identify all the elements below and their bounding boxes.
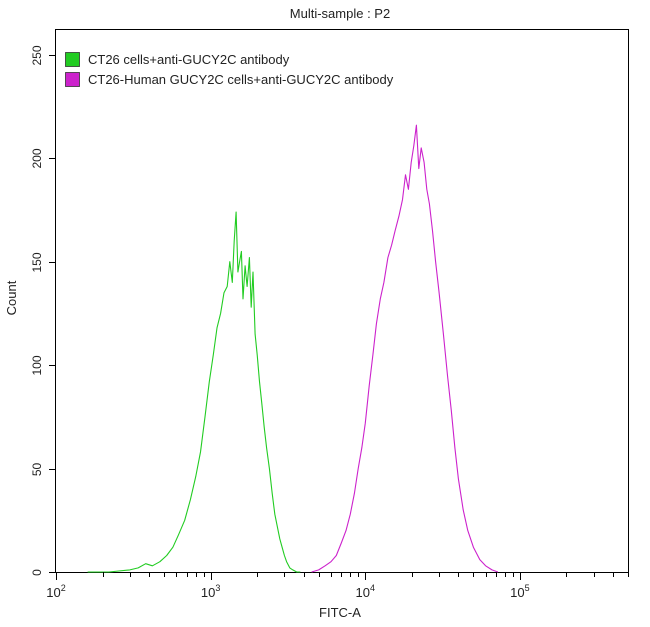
x-tick-exponent: 2 bbox=[61, 583, 66, 593]
y-axis-label: Count bbox=[4, 280, 19, 315]
x-tick-label: 103 bbox=[201, 583, 220, 600]
x-tick-label: 105 bbox=[510, 583, 529, 600]
x-tick-exponent: 4 bbox=[370, 583, 375, 593]
legend-label: CT26 cells+anti-GUCY2C antibody bbox=[88, 52, 290, 67]
y-tick-label: 250 bbox=[30, 45, 44, 65]
y-tick-label: 50 bbox=[30, 463, 44, 477]
legend: CT26 cells+anti-GUCY2C antibody CT26-Huma… bbox=[65, 52, 394, 87]
x-tick-exponent: 5 bbox=[525, 583, 530, 593]
legend-label: CT26-Human GUCY2C cells+anti-GUCY2C anti… bbox=[88, 72, 394, 87]
legend-swatch bbox=[65, 52, 80, 67]
x-tick-label: 102 bbox=[46, 583, 65, 600]
x-axis-label: FITC-A bbox=[319, 605, 361, 620]
histogram-curves bbox=[87, 124, 499, 573]
y-tick-label: 100 bbox=[30, 355, 44, 375]
x-tick-exponent: 3 bbox=[215, 583, 220, 593]
y-tick-label: 0 bbox=[30, 569, 44, 576]
series-line-2 bbox=[311, 124, 499, 573]
series-line-1 bbox=[87, 211, 301, 573]
legend-swatch bbox=[65, 72, 80, 87]
plot-frame bbox=[55, 29, 629, 573]
axes: 0 50 100 150 200 250 102 103 104 105 bbox=[30, 45, 629, 600]
x-tick-label: 104 bbox=[356, 583, 375, 600]
chart-title: Multi-sample : P2 bbox=[290, 6, 390, 21]
y-tick-label: 200 bbox=[30, 148, 44, 168]
y-tick-label: 150 bbox=[30, 252, 44, 272]
